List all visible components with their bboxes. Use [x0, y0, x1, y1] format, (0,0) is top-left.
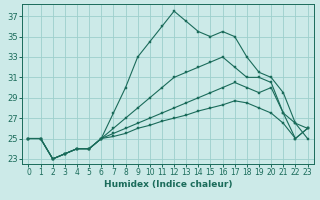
X-axis label: Humidex (Indice chaleur): Humidex (Indice chaleur)	[104, 180, 232, 189]
